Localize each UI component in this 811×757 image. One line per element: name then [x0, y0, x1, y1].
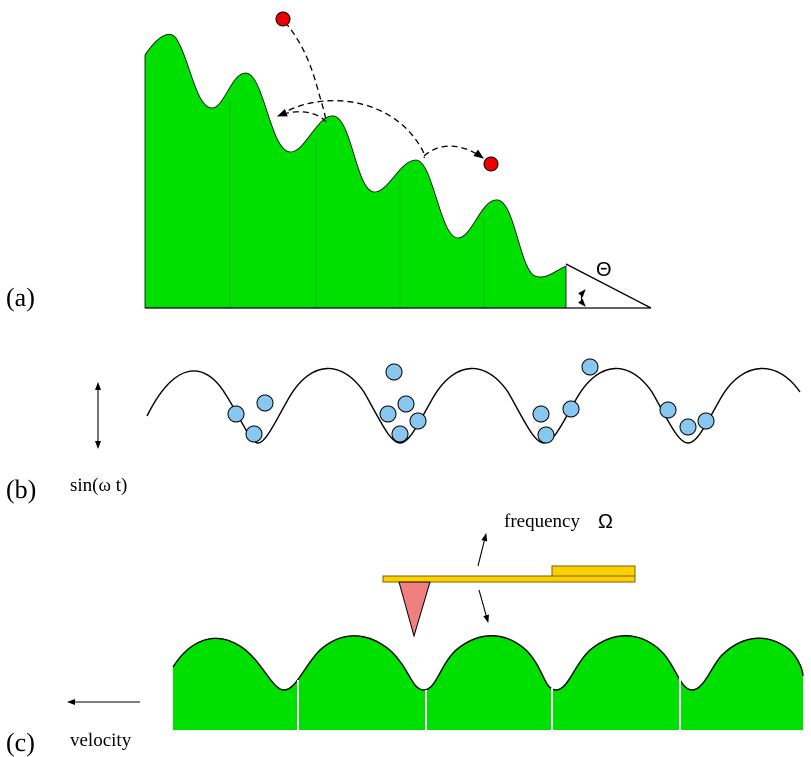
panel-b: (b) sin(ω t)	[6, 358, 801, 504]
cantilever-tip	[398, 581, 431, 638]
moving-substrate-surface	[173, 635, 803, 730]
grain	[532, 405, 550, 423]
grain	[537, 426, 555, 444]
trajectory-back-jump	[277, 108, 327, 123]
grain	[391, 425, 409, 443]
trajectory-long-hop	[279, 100, 426, 159]
frequency-label: frequency	[504, 511, 580, 532]
grain	[659, 401, 677, 419]
grain	[581, 358, 599, 376]
trajectory-fall	[284, 21, 327, 123]
panel-a: Θ (a)	[6, 11, 652, 312]
grain	[379, 405, 397, 423]
grain-cluster	[227, 358, 715, 444]
grain	[562, 400, 580, 418]
panel-label-b: (b)	[6, 475, 36, 504]
oscillation-arrow-down	[478, 589, 489, 623]
grain	[697, 412, 715, 430]
grain	[409, 412, 427, 430]
grain	[245, 425, 263, 443]
grain	[679, 418, 697, 436]
angle-symbol: Θ	[596, 259, 612, 281]
oscillation-arrow-up	[477, 533, 488, 567]
grain	[227, 405, 245, 423]
incline-line	[565, 263, 652, 309]
particle-start	[275, 11, 291, 27]
inclined-washboard-surface	[144, 33, 567, 309]
grain	[256, 394, 274, 412]
panel-c: frequency Ω (c) velocity	[6, 511, 804, 757]
particle-end	[483, 156, 499, 172]
panel-label-a: (a)	[6, 283, 35, 312]
shaken-potential-curve	[146, 367, 801, 444]
grain	[397, 395, 415, 413]
trajectory-final-hop	[423, 145, 484, 159]
cantilever-beam	[382, 575, 636, 583]
frequency-symbol: Ω	[598, 511, 613, 533]
angle-arc-arrow	[578, 289, 586, 307]
panel-label-c: (c)	[6, 728, 35, 757]
drive-label: sin(ω t)	[70, 475, 127, 496]
velocity-label: velocity	[70, 730, 132, 751]
moving-substrate-outline	[172, 635, 804, 691]
grain	[385, 363, 403, 381]
